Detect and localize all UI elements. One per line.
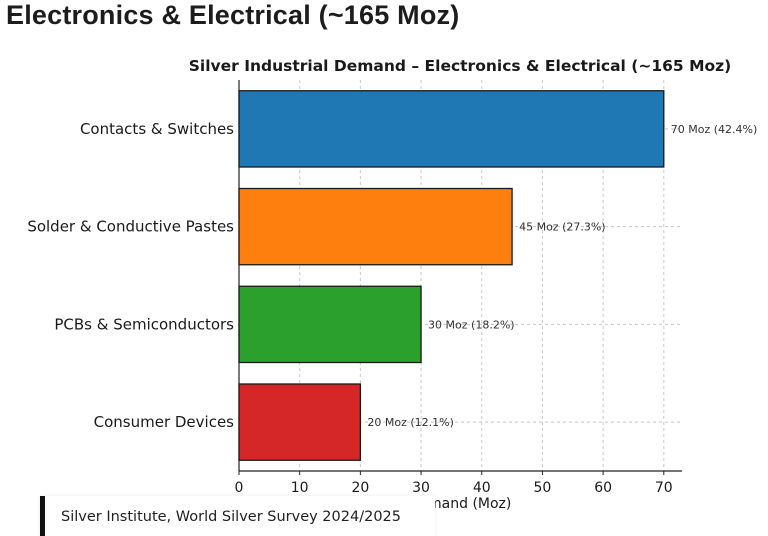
x-tick-label: 30 (412, 480, 430, 496)
bar (238, 285, 422, 364)
bar (238, 187, 513, 266)
data-label: 30 Moz (18.2%) (428, 318, 515, 331)
bar (238, 383, 362, 461)
x-tick-label: 10 (291, 480, 309, 496)
data-label: 45 Moz (27.3%) (519, 221, 606, 234)
category-label: Solder & Conductive Pastes (27, 218, 234, 236)
page-heading: Electronics & Electrical (~165 Moz) (6, 0, 460, 30)
x-tick-label: 70 (655, 480, 673, 496)
x-tick-label: 40 (473, 480, 491, 496)
category-label: Consumer Devices (94, 413, 235, 431)
x-tick-label: 50 (534, 480, 552, 496)
source-text: Silver Institute, World Silver Survey 20… (61, 509, 401, 525)
bar (238, 90, 665, 168)
category-label: PCBs & Semiconductors (54, 315, 234, 333)
data-label: 20 Moz (12.1%) (367, 416, 454, 429)
chart-title: Silver Industrial Demand – Electronics &… (189, 57, 732, 75)
x-tick-label: 0 (235, 480, 244, 496)
category-label: Contacts & Switches (80, 120, 234, 138)
x-tick-label: 20 (351, 480, 369, 496)
source-note: Silver Institute, World Silver Survey 20… (40, 496, 435, 536)
x-tick-label: 60 (594, 480, 612, 496)
data-label: 70 Moz (42.4%) (671, 123, 758, 136)
